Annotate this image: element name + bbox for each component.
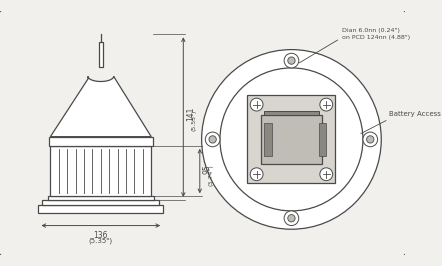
Circle shape <box>284 53 299 68</box>
Circle shape <box>320 98 333 111</box>
Polygon shape <box>50 76 151 137</box>
FancyBboxPatch shape <box>0 9 407 257</box>
Text: Battery Access: Battery Access <box>389 111 441 117</box>
Bar <box>42 200 160 205</box>
Text: Dian 6.0nn (0.24"): Dian 6.0nn (0.24") <box>342 28 400 33</box>
Text: on PCD 124nn (4.88"): on PCD 124nn (4.88") <box>342 35 410 40</box>
Bar <box>50 146 151 196</box>
Bar <box>48 196 154 200</box>
Circle shape <box>320 168 333 181</box>
Circle shape <box>288 215 295 222</box>
Circle shape <box>250 98 263 111</box>
Text: (3.74"): (3.74") <box>208 164 213 186</box>
Circle shape <box>363 132 377 147</box>
Text: 141: 141 <box>186 106 195 121</box>
Circle shape <box>220 68 363 211</box>
Bar <box>38 205 163 213</box>
Circle shape <box>209 136 216 143</box>
Text: (5.35"): (5.35") <box>89 238 113 244</box>
Text: 136: 136 <box>94 231 108 240</box>
Circle shape <box>202 49 381 229</box>
Bar <box>248 95 335 184</box>
Bar <box>261 115 322 164</box>
Circle shape <box>250 168 263 181</box>
Bar <box>99 42 103 67</box>
Text: (5.55"): (5.55") <box>191 110 197 131</box>
Bar <box>264 123 272 156</box>
Circle shape <box>288 57 295 64</box>
Circle shape <box>284 211 299 226</box>
Circle shape <box>366 136 374 143</box>
Bar <box>49 137 153 146</box>
Bar <box>319 123 326 156</box>
Circle shape <box>205 132 220 147</box>
Bar <box>264 111 319 115</box>
Text: 95: 95 <box>202 164 212 174</box>
